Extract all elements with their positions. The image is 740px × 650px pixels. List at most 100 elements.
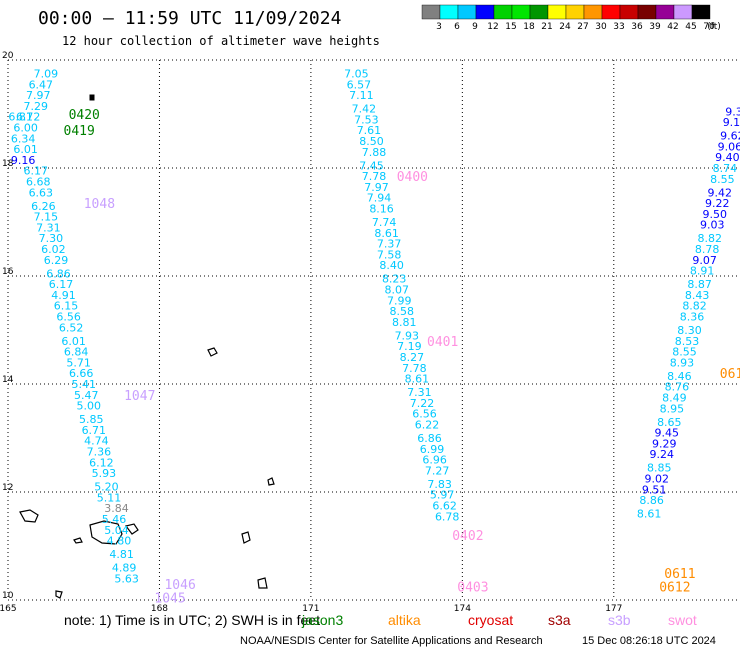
wave-height-point: 6.17 <box>24 165 49 178</box>
wave-height-point: 9.03 <box>700 219 725 232</box>
wave-height-point: 8.30 <box>677 324 702 337</box>
wave-height-labels: 7.096.477.977.296.726.816.006.346.019.16… <box>8 68 740 586</box>
wave-height-point: 7.97 <box>26 89 51 102</box>
colorbar-swatch <box>619 4 639 20</box>
wave-height-point: 9.02 <box>644 473 669 486</box>
wave-height-point: 7.88 <box>362 146 387 159</box>
wave-height-point: 7.83 <box>427 478 452 491</box>
wave-height-point: 9.42 <box>708 186 733 199</box>
wave-height-point: 9.29 <box>652 437 677 450</box>
wave-height-point: 6.29 <box>44 254 69 267</box>
track-label: 1046 <box>164 578 195 593</box>
wave-height-point: 7.58 <box>377 248 402 261</box>
wave-height-point: 6.62 <box>432 500 457 513</box>
wave-height-point: 7.99 <box>387 294 412 307</box>
wave-height-point: 8.82 <box>697 232 722 245</box>
wave-height-point: 6.96 <box>422 454 447 467</box>
wave-height-point: 6.72 <box>16 111 41 124</box>
wave-height-point: 6.52 <box>59 321 84 334</box>
track-label: 0613 <box>720 367 740 382</box>
track-label: 0420 <box>69 108 100 123</box>
track-label: 1048 <box>84 197 115 212</box>
island-outline <box>73 537 83 544</box>
wave-height-point: 8.55 <box>672 346 697 359</box>
wave-height-point: 8.93 <box>670 356 695 369</box>
colorbar-swatch <box>673 4 693 20</box>
wave-height-point: 6.47 <box>29 78 54 91</box>
wave-height-point: 7.27 <box>425 464 450 477</box>
wave-height-point: 8.50 <box>359 135 384 148</box>
wave-height-point: 9.06 <box>718 140 740 153</box>
island-outline <box>89 94 95 101</box>
wave-height-point: 8.95 <box>660 402 685 415</box>
colorbar-label: 21 <box>541 22 552 32</box>
wave-height-point: 8.49 <box>662 392 687 405</box>
wave-height-point: 9.16 <box>11 154 36 167</box>
island-outline <box>124 523 139 535</box>
satellite-legend-item: s3b <box>608 612 631 628</box>
wave-height-point: 6.63 <box>29 186 54 199</box>
colorbar-swatch <box>421 4 441 20</box>
wave-height-point: 8.40 <box>379 259 404 272</box>
satellite-legend-item: swot <box>668 612 697 628</box>
colorbar-swatch <box>691 4 711 20</box>
x-tick-label: 174 <box>454 604 471 614</box>
wave-height-point: 9.19 <box>723 116 740 129</box>
colorbar-label: 24 <box>559 22 571 32</box>
wave-height-point: 4.80 <box>107 535 132 548</box>
colorbar-label: 45 <box>685 22 696 32</box>
wave-height-point: 9.45 <box>655 427 680 440</box>
y-tick-label: 12 <box>2 483 13 493</box>
wave-height-point: 7.31 <box>36 221 61 234</box>
wave-height-point: 5.46 <box>102 513 127 526</box>
wave-height-point: 7.36 <box>87 446 112 459</box>
wave-height-point: 9.07 <box>692 254 717 267</box>
wave-height-point: 5.00 <box>77 400 102 413</box>
wave-height-point: 6.01 <box>13 143 38 156</box>
wave-height-point: 7.94 <box>367 192 392 205</box>
wave-height-point: 8.55 <box>710 173 735 186</box>
wave-height-point: 4.74 <box>84 435 109 448</box>
y-tick-label: 10 <box>2 591 14 601</box>
wave-height-point: 7.31 <box>407 386 432 399</box>
footer-credit: NOAA/NESDIS Center for Satellite Applica… <box>240 635 543 647</box>
track-label: 0401 <box>427 335 458 350</box>
wave-height-point: 6.86 <box>46 267 71 280</box>
wave-height-point: 7.78 <box>402 362 427 375</box>
wave-height-point: 8.61 <box>374 227 399 240</box>
wave-height-point: 5.85 <box>79 413 104 426</box>
chart-title: 00:00 – 11:59 UTC 11/09/2024 <box>38 8 342 29</box>
wave-height-point: 7.74 <box>372 216 397 229</box>
colorbar-label: 15 <box>505 22 516 32</box>
colorbar-swatch <box>529 4 549 20</box>
wave-height-point: 6.01 <box>61 335 86 348</box>
colorbar-label: 30 <box>595 22 607 32</box>
colorbar-swatch <box>457 4 477 20</box>
wave-height-point: 6.84 <box>64 346 89 359</box>
y-tick-label: 20 <box>2 51 14 61</box>
wave-height-point: 8.16 <box>369 203 394 216</box>
island-outline <box>257 577 268 589</box>
wave-height-point: 8.53 <box>675 335 700 348</box>
x-tick-label: 177 <box>605 604 622 614</box>
colorbar-swatch <box>583 4 603 20</box>
wave-height-point: 9.62 <box>720 130 740 143</box>
wave-height-point: 7.09 <box>34 68 59 81</box>
satellite-legend-item: altika <box>388 612 421 628</box>
wave-height-point: 9.24 <box>650 448 675 461</box>
wave-height-point: 9.51 <box>642 483 667 496</box>
colorbar-label: 9 <box>472 22 478 32</box>
track-label: 1047 <box>124 389 155 404</box>
track-label: 0612 <box>659 581 690 596</box>
colorbar-label: 6 <box>454 22 460 32</box>
island-outline <box>207 347 218 357</box>
wave-height-point: 5.04 <box>104 524 129 537</box>
island-outline <box>267 477 275 486</box>
colorbar-legend: 3 6 9 12 15 18 21 24 27 30 33 36 39 42 45 70(ft) <box>421 4 721 32</box>
wave-height-point: 6.56 <box>412 408 437 421</box>
wave-height-point: 7.97 <box>364 181 389 194</box>
colorbar-swatch <box>655 4 675 20</box>
wave-height-point: 5.93 <box>92 467 117 480</box>
colorbar-label: 12 <box>487 22 498 32</box>
wave-height-point: 8.23 <box>382 273 407 286</box>
